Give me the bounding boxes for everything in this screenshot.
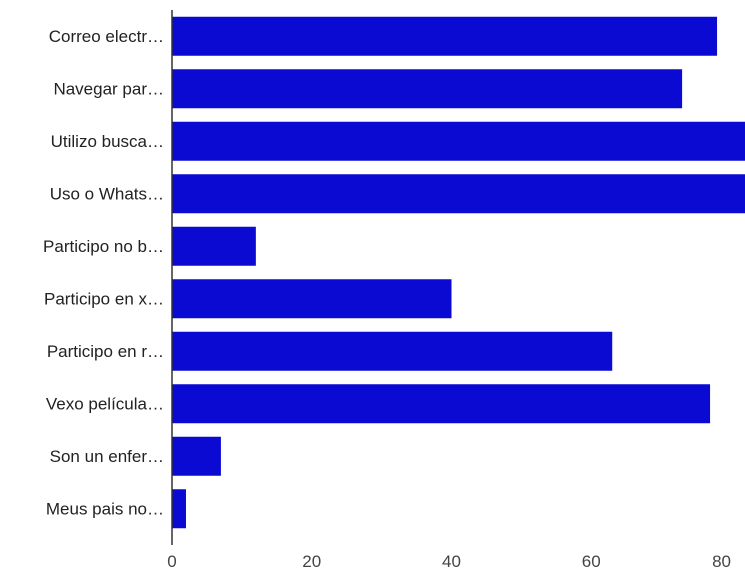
x-tick-label: 40 (442, 552, 461, 571)
bar (172, 174, 745, 214)
category-label: Uso o Whats… (50, 184, 164, 203)
x-tick-label: 20 (302, 552, 321, 571)
bar (172, 16, 718, 56)
bar (172, 489, 186, 529)
bar (172, 226, 256, 266)
category-labels: Correo electr… Navegar par… Utilizo busca…… (43, 27, 164, 519)
category-label: Utilizo busca… (51, 132, 164, 151)
category-label: Vexo película… (46, 394, 164, 413)
category-label: Meus pais no… (46, 499, 164, 518)
bars-group (172, 16, 745, 529)
category-label: Participo no b… (43, 237, 164, 256)
bar (172, 121, 745, 161)
bar (172, 331, 613, 371)
category-label: Participo en x… (44, 289, 164, 308)
bar (172, 436, 221, 476)
category-label: Son un enfer… (50, 447, 164, 466)
bar (172, 69, 683, 109)
x-tick-label: 60 (582, 552, 601, 571)
category-label: Participo en r… (47, 342, 164, 361)
x-tick-labels: 0 20 40 60 80 (167, 552, 731, 571)
category-label: Correo electr… (49, 27, 164, 46)
bar (172, 279, 452, 319)
x-tick-label: 0 (167, 552, 176, 571)
x-tick-label: 80 (712, 552, 731, 571)
bar (172, 384, 711, 424)
category-label: Navegar par… (53, 79, 164, 98)
